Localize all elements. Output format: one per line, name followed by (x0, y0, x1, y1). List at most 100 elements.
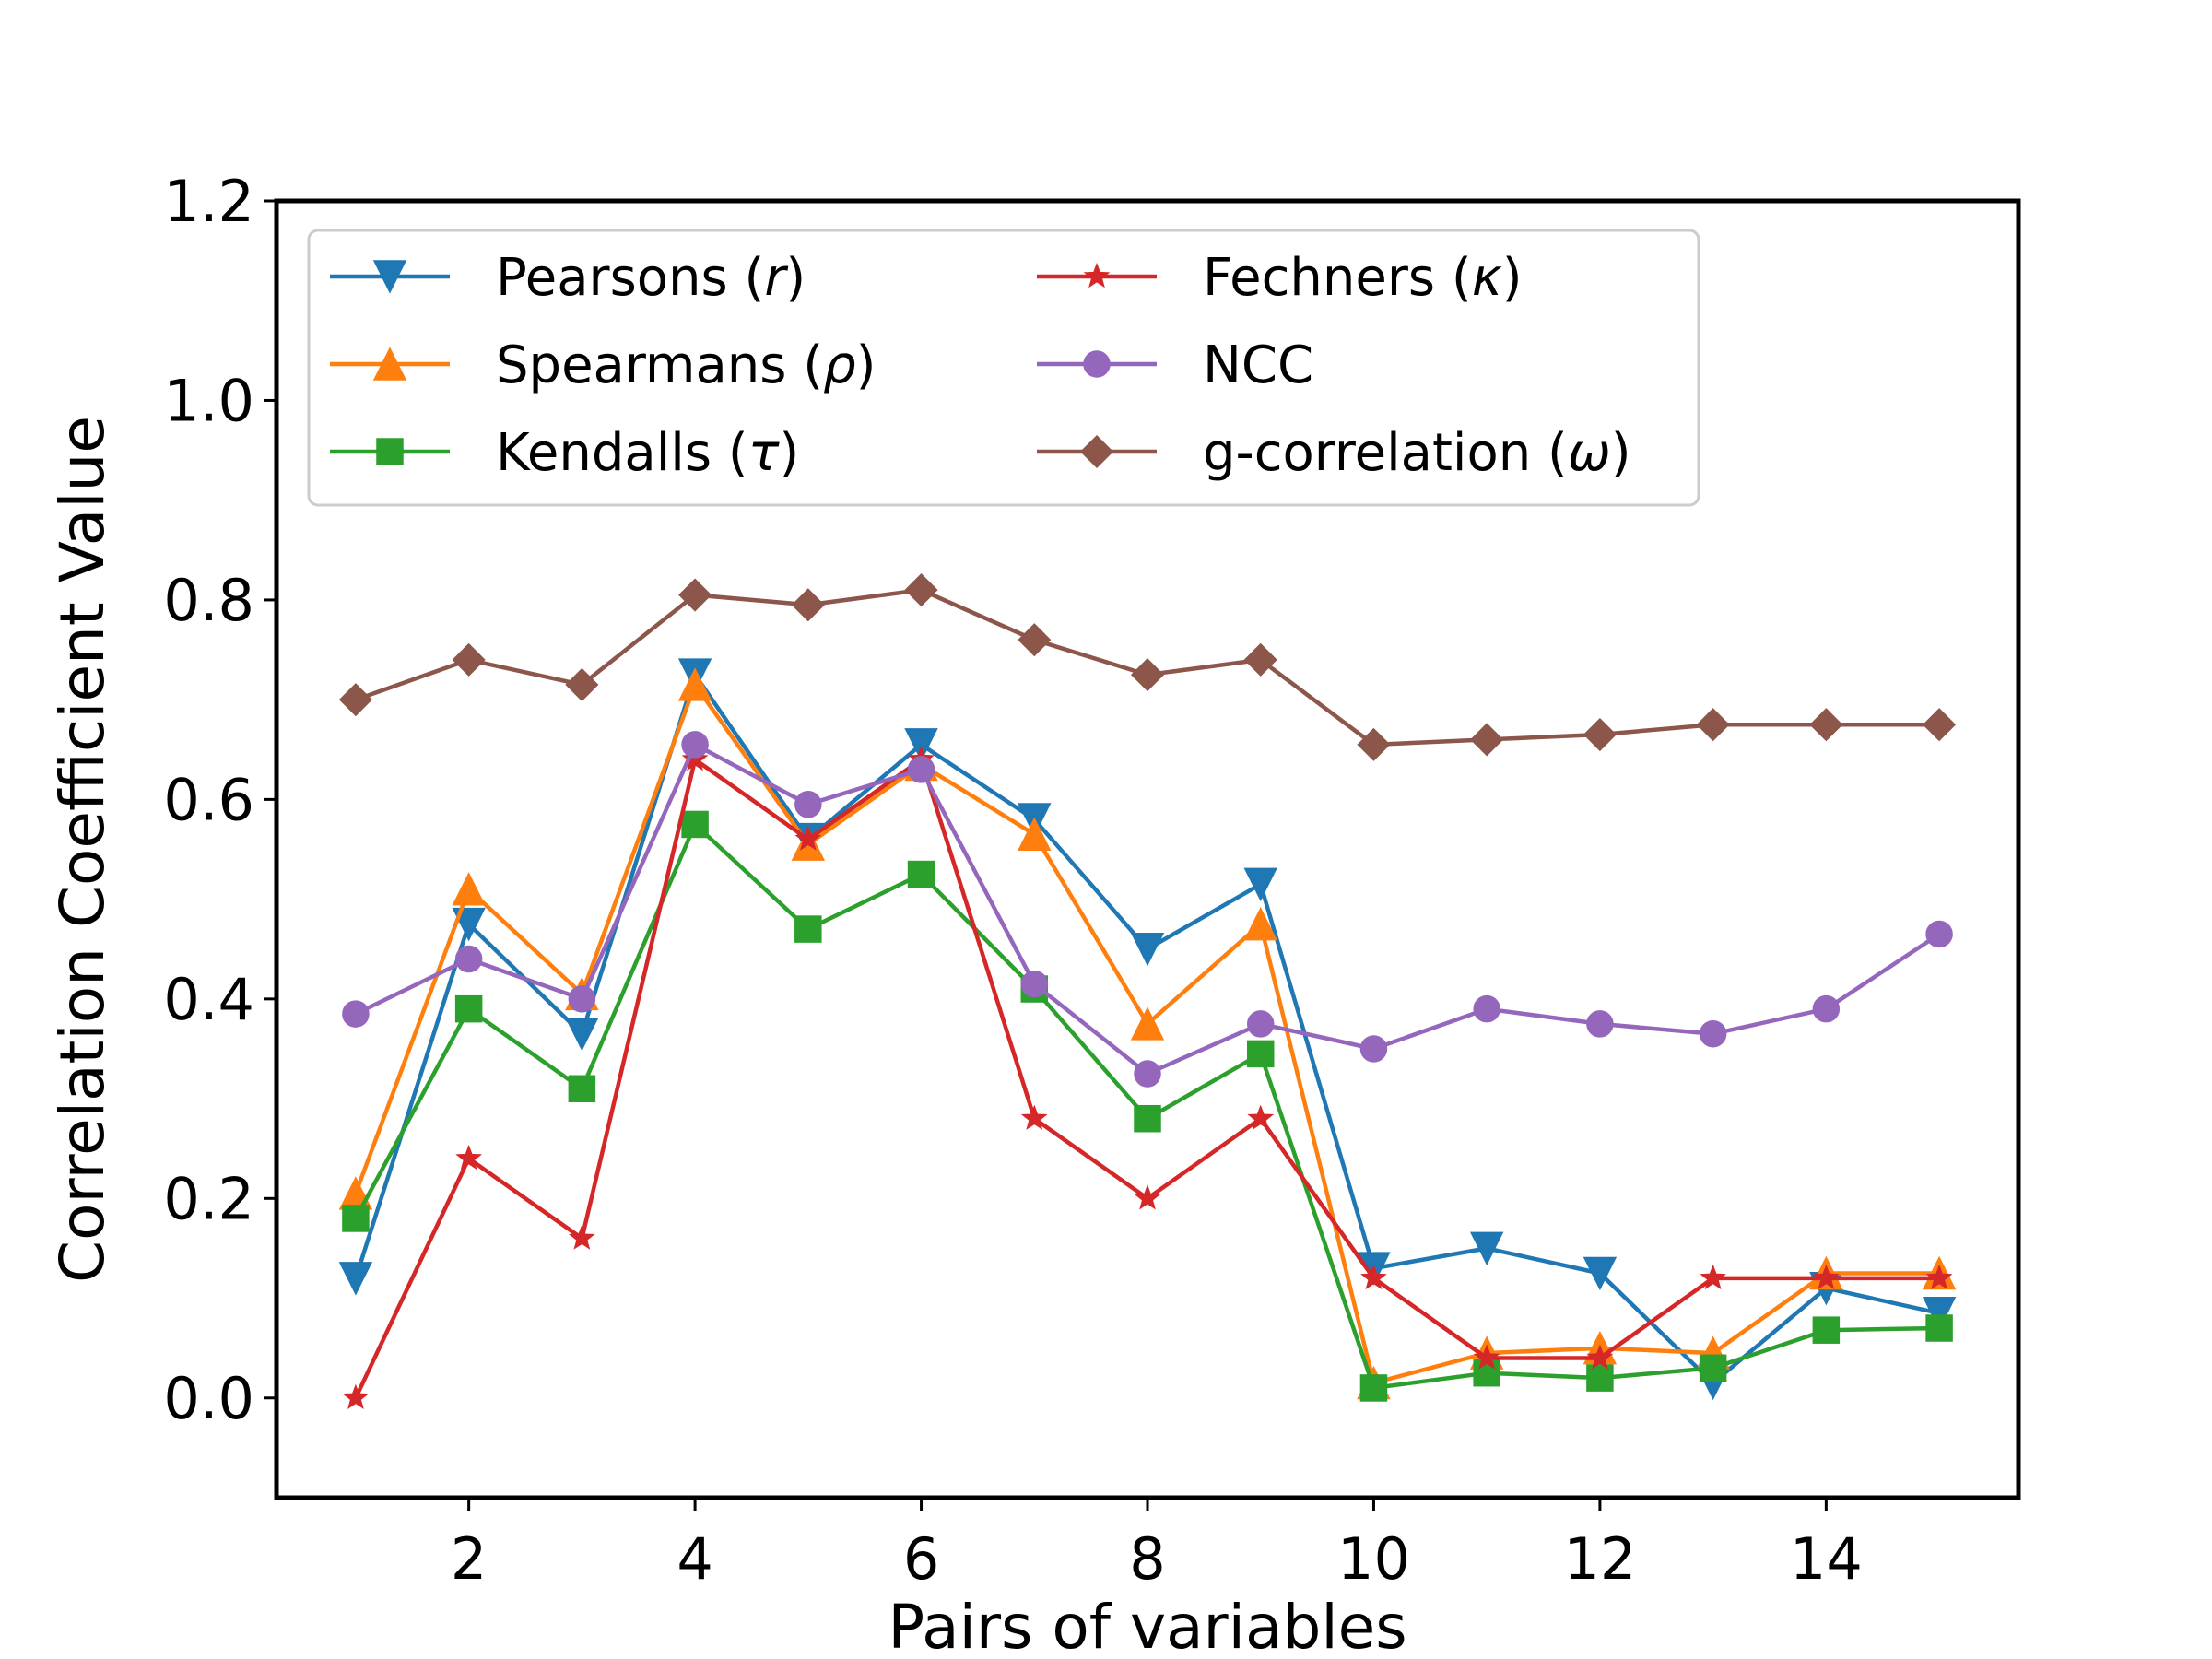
data-point-ncc (1246, 1010, 1275, 1038)
legend-frame (307, 229, 1700, 507)
legend-marker-kendalls (376, 438, 404, 465)
x-tick-label: 6 (903, 1525, 939, 1593)
y-axis-ticks: 0.0 0.2 0.4 0.6 0.8 1.0 1.2 (163, 168, 276, 1432)
data-point-ncc (1586, 1010, 1614, 1038)
data-point-kendalls (1246, 1040, 1275, 1068)
data-point-fechners (681, 745, 709, 771)
data-point-spearmans (1018, 817, 1052, 852)
series-g-correlation (338, 573, 1957, 761)
data-point-fechners (1813, 1264, 1840, 1290)
data-point-fechners (1134, 1184, 1161, 1210)
y-tick-label: 1.2 (163, 168, 254, 235)
data-point-g-correlation (452, 642, 486, 677)
data-point-g-correlation (565, 667, 599, 701)
legend-label-fechners: Fechners (κ) (1203, 248, 1523, 308)
data-point-ncc (342, 1000, 370, 1028)
series-ncc (342, 731, 1953, 1088)
x-tick-label: 14 (1790, 1525, 1863, 1593)
data-point-pearsons (1583, 1256, 1618, 1291)
data-point-fechners (455, 1144, 483, 1171)
data-point-spearmans (452, 872, 486, 906)
data-point-fechners (1247, 1104, 1275, 1130)
data-point-fechners (1700, 1264, 1726, 1290)
data-point-kendalls (342, 1205, 370, 1232)
data-point-kendalls (568, 1075, 596, 1103)
data-point-g-correlation (1696, 708, 1730, 742)
data-point-pearsons (565, 1017, 599, 1052)
data-point-fechners (794, 825, 822, 851)
x-tick-label: 12 (1563, 1525, 1636, 1593)
data-point-ncc (1699, 1019, 1727, 1048)
data-point-ncc (1134, 1060, 1161, 1088)
series-layer (338, 573, 1957, 1410)
x-tick-label: 4 (677, 1525, 712, 1593)
legend-marker-spearmans (372, 347, 407, 381)
data-point-kendalls (1812, 1316, 1841, 1344)
data-point-ncc (681, 731, 709, 759)
x-tick-label: 10 (1337, 1525, 1410, 1593)
legend-item-kendalls: Kendalls (τ) (330, 423, 799, 483)
y-tick-label: 0.4 (163, 966, 254, 1033)
data-point-kendalls (907, 860, 935, 888)
y-tick-label: 0.2 (163, 1165, 254, 1232)
data-point-g-correlation (1923, 708, 1957, 742)
y-tick-label: 0.8 (163, 567, 254, 634)
data-point-g-correlation (1243, 642, 1277, 677)
series-kendalls (342, 810, 1953, 1402)
legend-marker-fechners (1083, 262, 1111, 288)
data-point-ncc (1473, 994, 1500, 1023)
legend-marker-ncc (1083, 350, 1111, 378)
y-tick-label: 0.6 (163, 766, 254, 833)
data-point-pearsons (1922, 1297, 1957, 1331)
data-point-kendalls (681, 810, 709, 839)
data-point-fechners (1586, 1344, 1614, 1370)
y-tick-label: 0.0 (163, 1365, 254, 1432)
data-point-ncc (794, 791, 822, 818)
series-fechners (342, 745, 1953, 1410)
data-point-ncc (1925, 920, 1953, 948)
data-point-g-correlation (1018, 623, 1052, 657)
data-point-kendalls (1699, 1354, 1727, 1382)
data-point-g-correlation (904, 573, 938, 607)
legend-marker-g-correlation (1079, 434, 1114, 469)
data-point-ncc (907, 756, 935, 783)
legend-label-kendalls: Kendalls (τ) (496, 423, 799, 483)
data-point-kendalls (1473, 1359, 1500, 1387)
data-point-kendalls (1134, 1104, 1161, 1133)
data-point-kendalls (1586, 1364, 1614, 1392)
data-point-kendalls (794, 915, 822, 943)
data-point-g-correlation (1470, 723, 1504, 757)
data-point-kendalls (454, 994, 483, 1023)
legend-marker-pearsons (372, 260, 407, 294)
legend-label-spearmans: Spearmans (ρ) (496, 335, 877, 395)
legend-item-ncc: NCC (1037, 335, 1313, 395)
data-point-spearmans (1243, 906, 1277, 941)
x-tick-label: 2 (451, 1525, 487, 1593)
legend-label-pearsons: Pearsons (r) (496, 248, 806, 308)
data-point-g-correlation (1583, 717, 1617, 752)
data-point-ncc (568, 985, 596, 1013)
data-point-pearsons (1243, 867, 1277, 902)
data-point-g-correlation (678, 578, 712, 612)
legend: Pearsons (r) Spearmans (ρ) Kendalls (τ) Fec… (307, 229, 1700, 507)
legend-label-ncc: NCC (1203, 335, 1313, 395)
data-point-ncc (1020, 970, 1049, 998)
data-point-g-correlation (1809, 708, 1843, 742)
data-point-g-correlation (791, 588, 825, 622)
data-point-fechners (1925, 1264, 1953, 1290)
legend-item-fechners: Fechners (κ) (1037, 248, 1523, 308)
y-axis-label: Correlation Coefficient Value (47, 416, 118, 1283)
data-point-fechners (342, 1383, 370, 1410)
x-tick-label: 8 (1129, 1525, 1165, 1593)
data-point-ncc (1812, 994, 1841, 1023)
data-point-fechners (568, 1224, 595, 1250)
data-point-g-correlation (338, 683, 372, 717)
data-point-pearsons (1130, 932, 1165, 967)
data-point-g-correlation (1357, 727, 1391, 761)
data-point-pearsons (904, 728, 938, 762)
data-point-spearmans (677, 667, 712, 701)
y-tick-label: 1.0 (163, 367, 254, 434)
legend-label-g-correlation: g-correlation (ω) (1203, 423, 1631, 483)
data-point-spearmans (1130, 1006, 1165, 1041)
